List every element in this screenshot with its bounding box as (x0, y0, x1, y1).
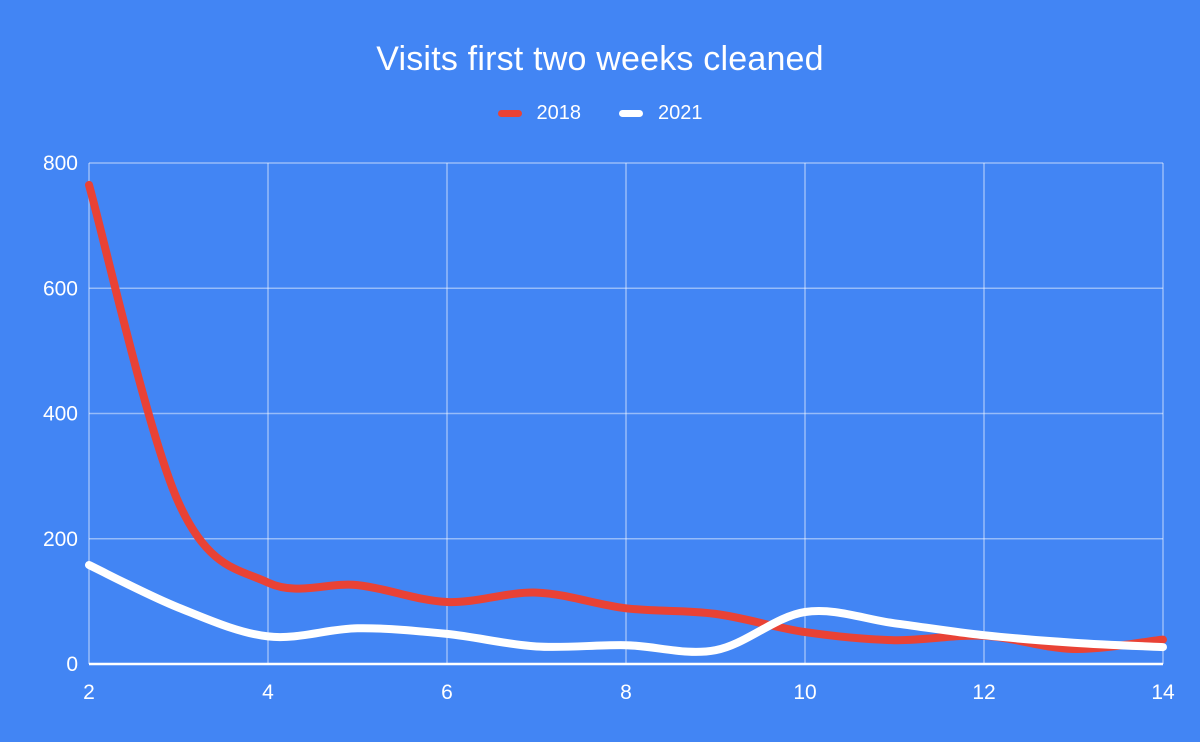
chart-legend: 2018 2021 (0, 101, 1200, 125)
y-tick-label: 400 (43, 403, 78, 426)
legend-swatch-2018-icon (497, 109, 522, 117)
legend-label-2018: 2018 (536, 102, 582, 124)
y-tick-label: 0 (66, 653, 78, 676)
x-tick-label: 14 (1151, 681, 1175, 704)
legend-item-2021: 2021 (619, 101, 703, 125)
x-tick-label: 4 (262, 681, 274, 704)
y-tick-label: 200 (43, 528, 78, 551)
x-tick-label: 8 (620, 681, 632, 704)
x-tick-label: 12 (972, 681, 995, 704)
x-tick-label: 2 (83, 681, 95, 704)
series-line-2021 (85, 561, 1167, 656)
legend-label-2021: 2021 (658, 102, 703, 124)
legend-item-2018: 2018 (497, 101, 582, 125)
x-tick-label: 10 (793, 681, 816, 704)
chart-title: Visits first two weeks cleaned (376, 40, 824, 78)
y-tick-label: 600 (43, 277, 78, 300)
x-tick-label: 6 (441, 681, 453, 704)
legend-swatch-2021-icon (619, 109, 643, 117)
y-tick-label: 800 (43, 152, 78, 175)
